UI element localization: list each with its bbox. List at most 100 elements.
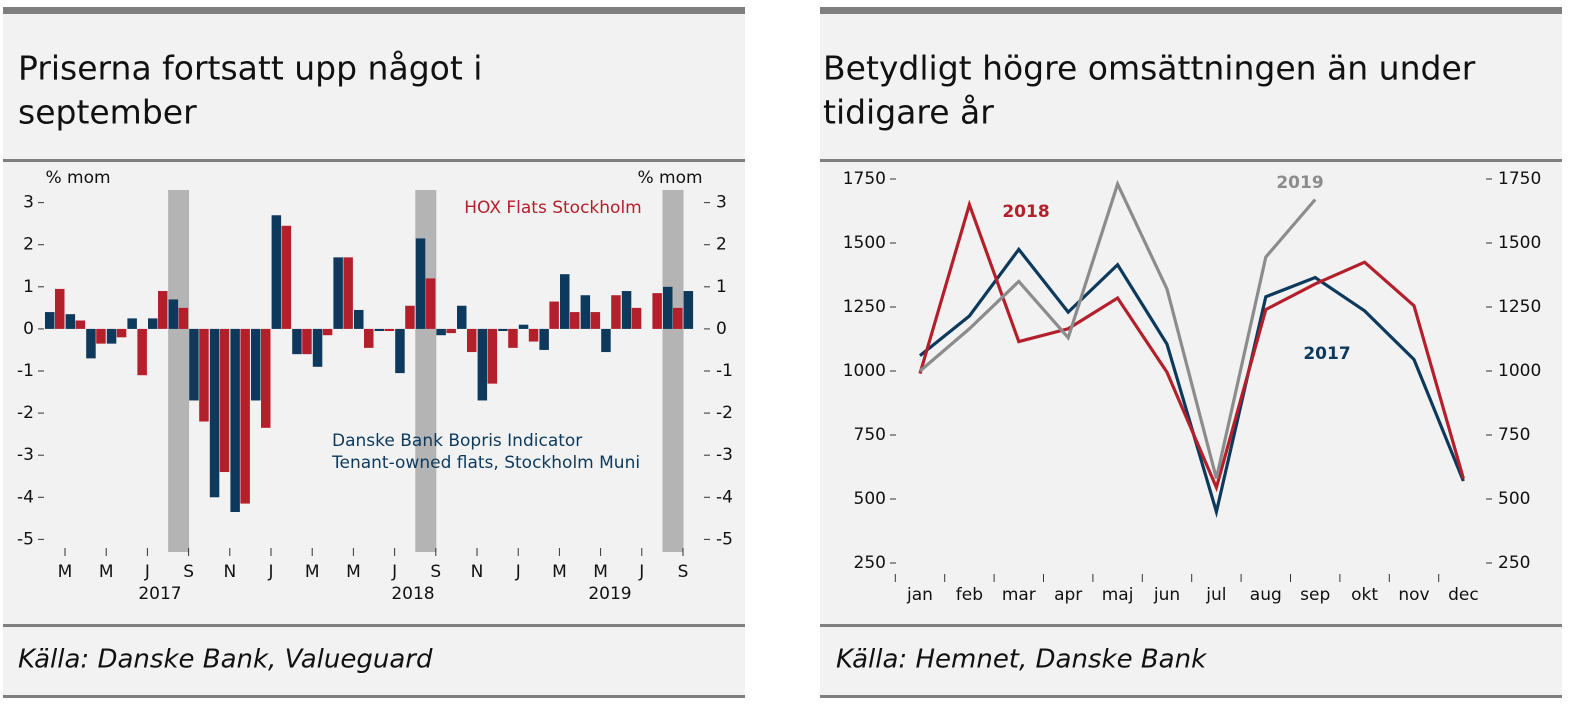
bar — [158, 291, 168, 329]
bar — [127, 318, 137, 329]
bar — [601, 328, 611, 353]
y2-tick-label: 0 — [716, 319, 727, 339]
x-tick-label: jun — [1153, 585, 1180, 605]
y-tick-label: 750 — [854, 425, 886, 445]
bar — [148, 318, 158, 329]
x-tick-label: feb — [956, 585, 983, 605]
x-tick-label: jan — [906, 585, 933, 605]
year-label: 2019 — [588, 584, 631, 604]
bar — [219, 328, 230, 473]
y-tick-label: -5 — [17, 529, 34, 549]
y2-tick-label: 1750 — [1498, 169, 1541, 189]
bar — [590, 312, 601, 329]
bar — [477, 328, 488, 401]
bar — [539, 328, 549, 350]
bar — [116, 328, 127, 338]
bar — [364, 328, 374, 348]
bar — [45, 312, 55, 329]
y-tick-label: 500 — [854, 489, 886, 509]
bar — [343, 257, 353, 329]
bar — [354, 309, 364, 329]
bar — [199, 328, 209, 422]
y-axis-label: % mom — [45, 168, 110, 188]
x-tick-label: M — [305, 562, 320, 582]
bar — [209, 328, 220, 498]
bar — [65, 314, 76, 329]
title: september — [18, 93, 197, 132]
y-tick-label: 1250 — [843, 297, 886, 317]
bar — [75, 320, 86, 329]
x-tick-label: N — [471, 562, 484, 582]
bar — [240, 328, 250, 504]
y2-tick-label: 500 — [1498, 489, 1530, 509]
y-tick-label: -2 — [17, 403, 34, 423]
year-label: 2018 — [391, 584, 434, 604]
bar — [652, 293, 662, 329]
bar — [498, 328, 508, 332]
bar — [457, 305, 467, 329]
bar — [251, 328, 261, 401]
x-tick-label: J — [144, 562, 150, 582]
y-tick-label: -1 — [17, 361, 34, 381]
bar — [508, 328, 518, 348]
x-tick-label: okt — [1351, 585, 1378, 605]
x-tick-label: mar — [1002, 585, 1036, 605]
x-tick-label: M — [593, 562, 608, 582]
x-tick-label: S — [183, 562, 194, 582]
bar — [467, 328, 477, 353]
source: Källa: Danske Bank, Valueguard — [18, 645, 433, 675]
bar — [86, 328, 96, 359]
x-tick-label: M — [99, 562, 114, 582]
bar — [312, 328, 323, 367]
bar — [106, 328, 117, 344]
y2-tick-label: -2 — [716, 403, 733, 423]
y-tick-label: 2 — [23, 235, 34, 255]
y2-tick-label: 250 — [1498, 553, 1530, 573]
x-tick-label: J — [391, 562, 397, 582]
panel-bg — [820, 8, 1562, 698]
y-tick-label: 1500 — [843, 233, 886, 253]
bar — [96, 328, 106, 344]
bar — [446, 328, 456, 334]
x-tick-label: M — [58, 562, 73, 582]
x-tick-label: jul — [1205, 585, 1226, 605]
bar — [663, 286, 673, 329]
y2-axis-label: % mom — [637, 168, 702, 188]
bar — [425, 278, 436, 329]
y-tick-label: 250 — [854, 553, 886, 573]
y2-tick-label: -1 — [716, 361, 733, 381]
bar — [436, 328, 446, 336]
x-tick-label: J — [638, 562, 644, 582]
bar — [230, 328, 240, 513]
bar — [673, 307, 683, 329]
x-tick-label: S — [678, 562, 689, 582]
y2-tick-label: -5 — [716, 529, 733, 549]
y-tick-label: 0 — [23, 319, 34, 339]
bar — [137, 328, 147, 376]
x-tick-label: M — [552, 562, 567, 582]
x-tick-label: J — [515, 562, 521, 582]
bar — [580, 295, 591, 329]
y-tick-label: 3 — [23, 193, 34, 213]
bar — [384, 328, 395, 332]
y2-tick-label: 1250 — [1498, 297, 1541, 317]
panel-bg — [3, 8, 745, 698]
y-tick-label: 1000 — [843, 361, 886, 381]
highlight-band — [662, 190, 684, 552]
line — [918, 179, 1317, 479]
bar — [415, 238, 426, 329]
bar — [518, 324, 529, 329]
bar — [261, 328, 271, 428]
x-tick-label: M — [346, 562, 361, 582]
bar — [611, 295, 621, 329]
bar — [405, 305, 415, 329]
x-tick-label: nov — [1398, 585, 1429, 605]
bar — [302, 328, 312, 355]
title: Priserna fortsatt upp något i — [18, 49, 482, 88]
bar — [189, 328, 199, 401]
x-tick-label: N — [223, 562, 236, 582]
bar — [292, 328, 302, 355]
series-label: 2018 — [1002, 202, 1049, 222]
bar — [322, 328, 333, 336]
